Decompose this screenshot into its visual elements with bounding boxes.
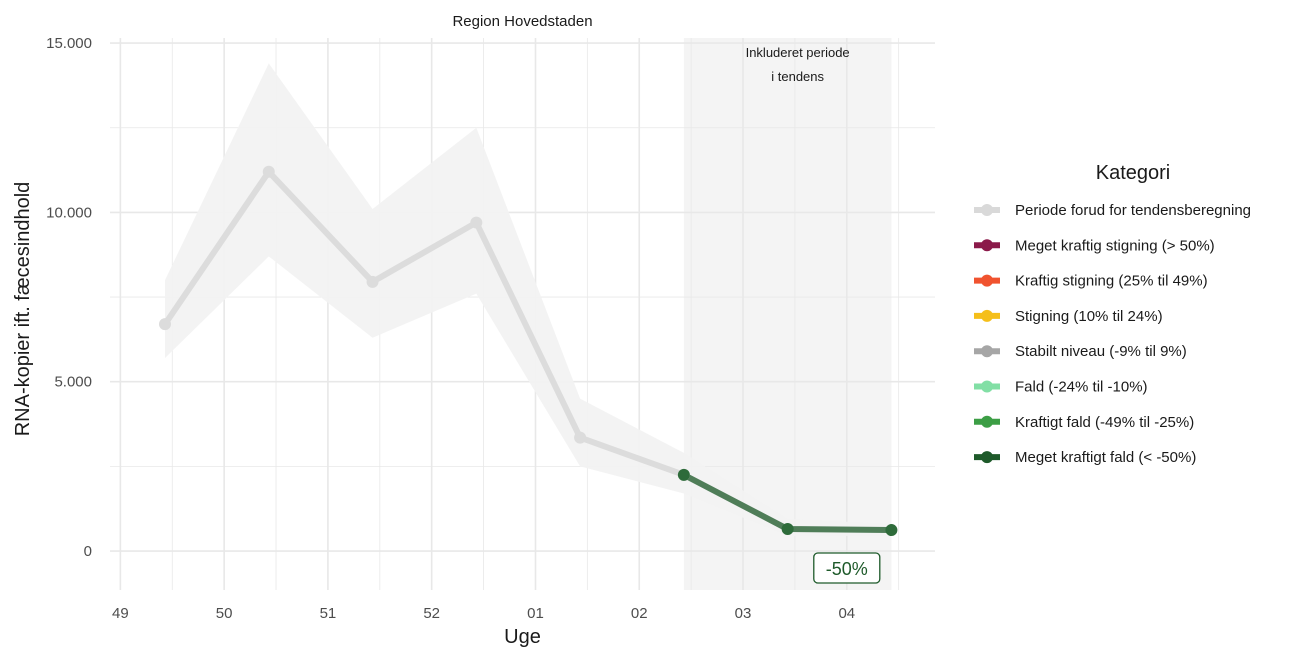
- legend-label: Periode forud for tendensberegning: [1015, 202, 1251, 219]
- series-0-point: [262, 165, 275, 178]
- series-0-point: [574, 431, 587, 444]
- x-tick-label: 03: [735, 605, 752, 622]
- series-0-point: [470, 216, 483, 229]
- change-badge-box: [813, 552, 881, 584]
- confidence-band: [165, 63, 892, 536]
- legend-label: Fald (-24% til -10%): [1015, 379, 1148, 396]
- legend-title: Kategori: [1096, 162, 1171, 184]
- x-axis-title: Uge: [504, 626, 541, 648]
- included-period-label-2: i tendens: [771, 69, 824, 84]
- series-0-point: [366, 275, 379, 288]
- x-tick-label: 02: [631, 605, 648, 622]
- legend-swatch-point: [981, 345, 993, 358]
- legend-label: Kraftig stigning (25% til 49%): [1015, 273, 1208, 290]
- legend-label: Meget kraftigt fald (< -50%): [1015, 449, 1196, 466]
- x-tick-label: 52: [423, 605, 440, 622]
- legend-label: Kraftigt fald (-49% til -25%): [1015, 414, 1194, 431]
- series-line-0: [162, 168, 687, 478]
- y-tick-label: 0: [84, 543, 92, 560]
- x-tick-label: 51: [320, 605, 337, 622]
- legend-swatch-point: [981, 239, 993, 252]
- series-0-point: [159, 318, 171, 331]
- legend-swatch-point: [981, 380, 993, 393]
- legend-swatch-point: [981, 274, 993, 287]
- series-1-point: [885, 524, 898, 537]
- legend-swatch-point: [981, 204, 993, 216]
- y-tick-label: 5.000: [54, 374, 92, 391]
- x-tick-label: 01: [527, 605, 544, 622]
- legend-swatch-point: [981, 309, 993, 322]
- legend-label: Meget kraftig stigning (> 50%): [1015, 237, 1215, 254]
- legend-label: Stabilt niveau (-9% til 9%): [1015, 343, 1187, 360]
- x-tick-label: 49: [112, 605, 129, 622]
- y-tick-label: 15.000: [46, 35, 92, 52]
- series-1-point: [781, 523, 794, 536]
- included-period-label: Inkluderet periode: [746, 45, 850, 60]
- y-tick-label: 10.000: [46, 204, 92, 221]
- legend-swatch-point: [981, 451, 993, 464]
- legend-label: Stigning (10% til 24%): [1015, 308, 1163, 325]
- y-axis-title: RNA-kopier ift. fæcesindhold: [12, 182, 34, 437]
- series-1-point: [677, 468, 690, 481]
- included-period-shade: [683, 38, 892, 590]
- x-tick-label: 04: [838, 605, 855, 622]
- change-badge-text: -50%: [826, 559, 868, 579]
- x-tick-label: 50: [216, 605, 233, 622]
- legend-swatch-point: [981, 415, 993, 428]
- facet-title: Region Hovedstaden: [452, 13, 592, 30]
